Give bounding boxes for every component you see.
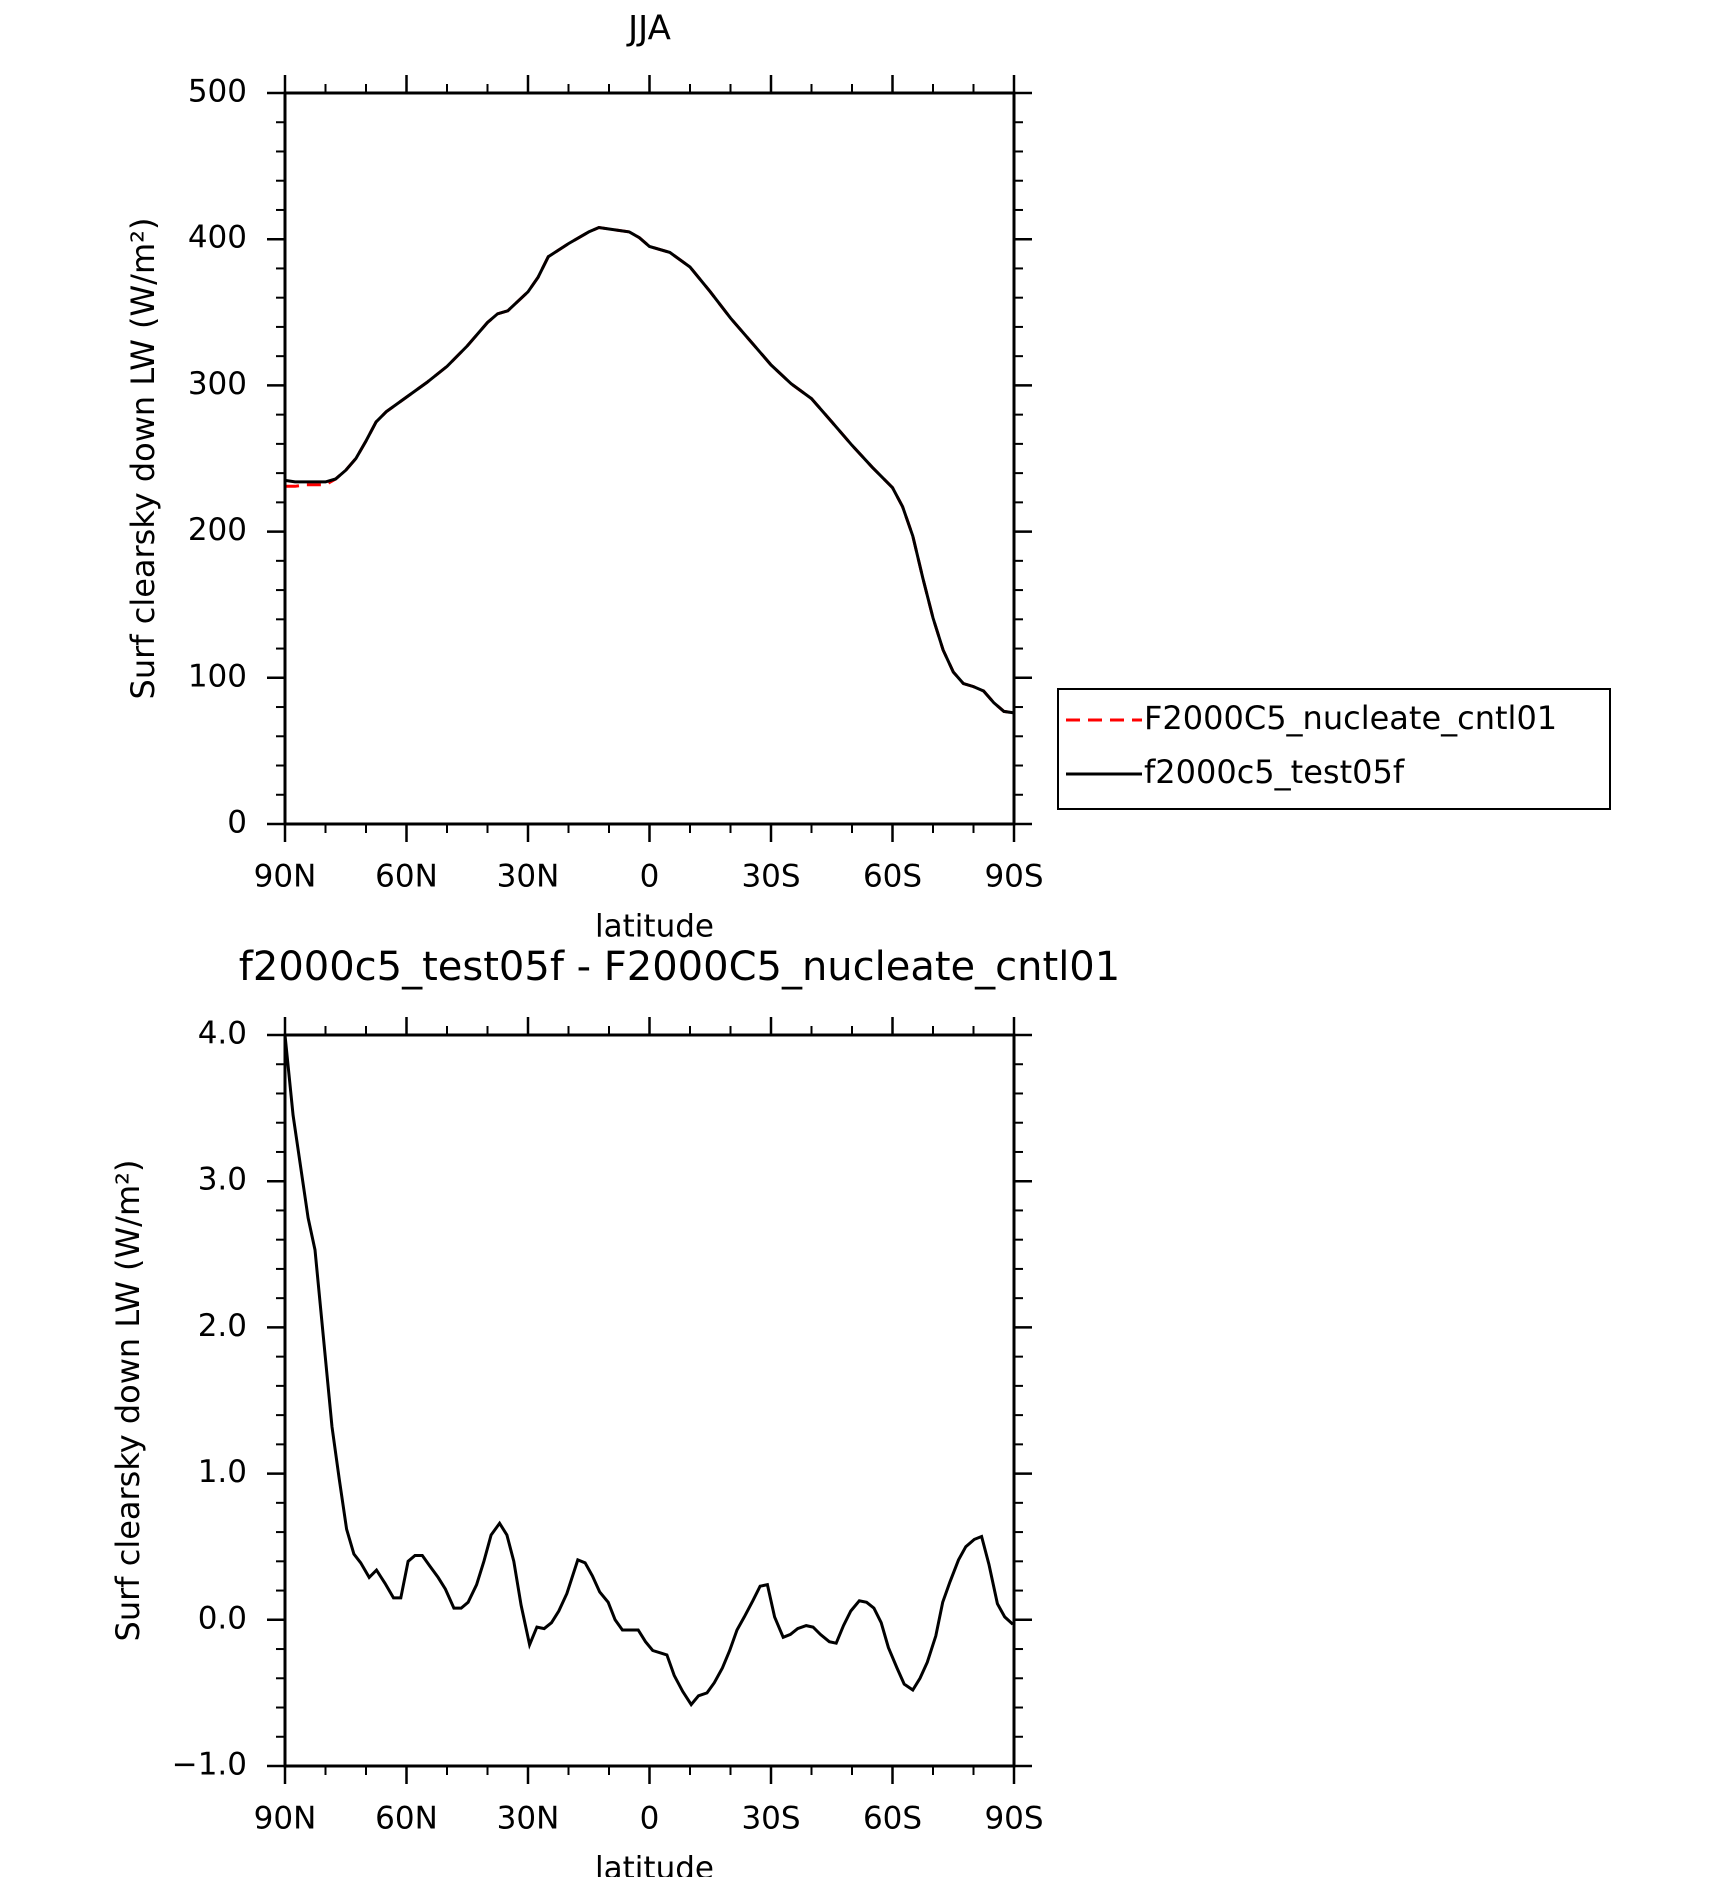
legend-label: F2000C5_nucleate_cntl01: [1144, 699, 1557, 737]
plot-frame: [283, 1033, 1016, 1768]
x-tick-label: 60S: [863, 1801, 922, 1837]
x-axis-label: latitude: [595, 1851, 714, 1877]
x-tick-label: 90S: [984, 859, 1043, 895]
x-tick-label: 90N: [254, 1801, 317, 1837]
y-tick-label: 1.0: [198, 1454, 247, 1490]
x-tick-label: 30S: [741, 859, 800, 895]
y-axis-label: Surf clearsky down LW (W/m²): [109, 1160, 147, 1642]
y-tick-label: 100: [188, 658, 247, 694]
y-axis-label: Surf clearsky down LW (W/m²): [124, 218, 162, 700]
x-axis-label: latitude: [595, 909, 714, 945]
plot-frame: [283, 91, 1016, 826]
data-line: [285, 225, 1015, 715]
x-tick-label: 30N: [497, 1801, 560, 1837]
x-tick-label: 90S: [984, 1801, 1043, 1837]
x-tick-label: 90N: [254, 859, 317, 895]
x-tick-label: 0: [640, 859, 660, 895]
y-tick-label: −1.0: [172, 1747, 247, 1783]
data-line: [284, 225, 1015, 715]
panel-title: JJA: [626, 9, 671, 49]
x-tick-label: 30S: [741, 1801, 800, 1837]
y-tick-label: 200: [188, 512, 247, 548]
y-tick-label: 3.0: [198, 1162, 247, 1198]
y-tick-label: 4.0: [198, 1016, 247, 1052]
x-tick-label: 60S: [863, 859, 922, 895]
x-tick-label: 60N: [375, 1801, 438, 1837]
y-tick-label: 0: [227, 805, 247, 841]
y-tick-label: 400: [188, 220, 247, 256]
y-tick-label: 2.0: [198, 1308, 247, 1344]
y-tick-label: 300: [188, 366, 247, 402]
x-tick-label: 60N: [375, 859, 438, 895]
panel-title: f2000c5_test05f - F2000C5_nucleate_cntl0…: [239, 944, 1120, 990]
x-tick-label: 0: [640, 1801, 660, 1837]
legend-box: [1057, 688, 1611, 810]
x-tick-label: 30N: [497, 859, 560, 895]
legend-label: f2000c5_test05f: [1144, 753, 1405, 791]
data-line: [283, 1034, 1014, 1708]
y-tick-label: 500: [188, 74, 247, 110]
y-tick-label: 0.0: [198, 1600, 247, 1636]
